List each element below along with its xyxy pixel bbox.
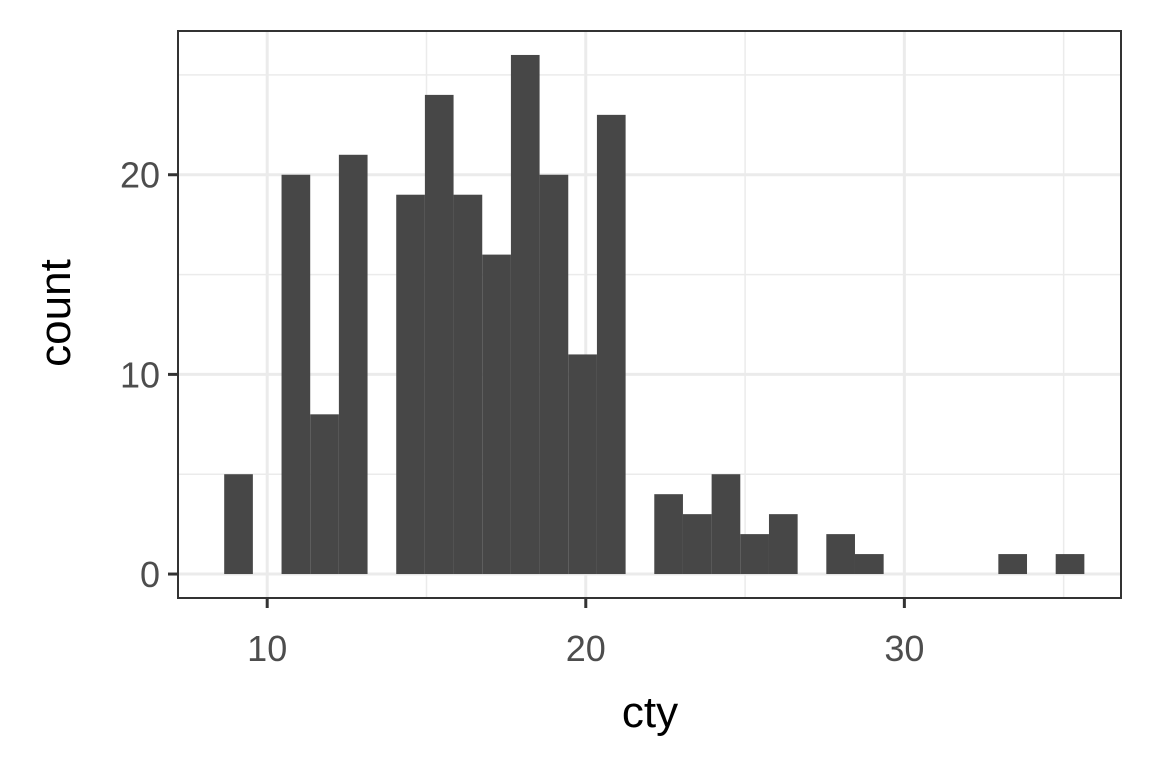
histogram-bar <box>768 514 798 575</box>
grid-lines <box>178 31 1121 598</box>
histogram-bars <box>224 54 1085 575</box>
histogram-bar <box>482 254 511 575</box>
x-tick-label: 30 <box>884 628 924 669</box>
y-tick-label: 20 <box>120 155 160 196</box>
histogram-bar <box>510 54 540 575</box>
histogram-bar <box>568 354 597 575</box>
histogram-bar <box>854 554 884 575</box>
y-tick-label: 10 <box>120 354 160 395</box>
histogram-bar <box>396 194 425 575</box>
histogram-bar <box>424 94 454 575</box>
histogram-bar <box>740 534 769 575</box>
x-tick-label: 10 <box>247 628 287 669</box>
histogram-bar <box>281 174 311 575</box>
histogram-bar <box>998 554 1028 575</box>
y-tick-label: 0 <box>140 554 160 595</box>
x-axis-title: cty <box>622 688 678 737</box>
panel-border <box>177 30 1122 599</box>
x-tick-label: 20 <box>566 628 606 669</box>
y-axis-title: count <box>31 259 80 367</box>
histogram-bar <box>654 494 683 575</box>
histogram-bar <box>453 194 483 575</box>
axis-ticks: 10 20 30 0 10 20 <box>120 155 924 669</box>
histogram-bar <box>310 414 339 575</box>
histogram-bar <box>539 174 569 575</box>
histogram-bar <box>338 154 368 575</box>
histogram-bar <box>596 114 626 575</box>
histogram-bar <box>711 474 741 575</box>
histogram-bar <box>224 474 253 575</box>
histogram-bar <box>1055 554 1085 575</box>
histogram-bar <box>826 534 855 575</box>
histogram-bar <box>682 514 712 575</box>
